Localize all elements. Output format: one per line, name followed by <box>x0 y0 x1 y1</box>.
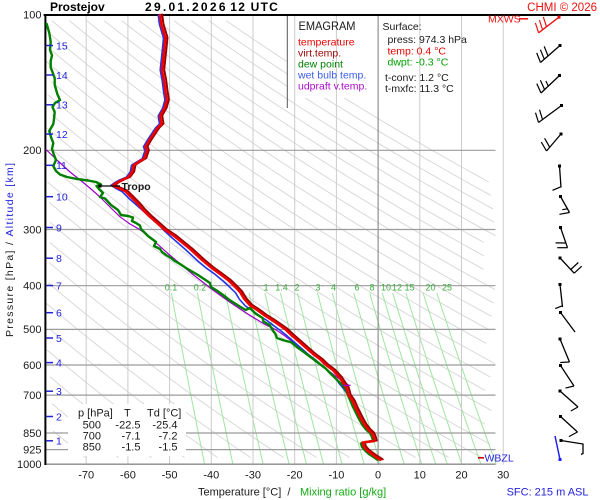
svg-text:t-mxfc: 11.3 °C: t-mxfc: 11.3 °C <box>385 83 454 95</box>
svg-text:7: 7 <box>56 280 62 292</box>
svg-text:virt.temp.: virt.temp. <box>298 48 341 60</box>
svg-text:2: 2 <box>56 411 62 423</box>
svg-text:Prostejov: Prostejov <box>50 0 105 14</box>
svg-text:6: 6 <box>56 308 62 320</box>
svg-text:Temperature [°C] /: Temperature [°C] / <box>198 487 291 499</box>
svg-text:29.01.2026: 29.01.2026 <box>145 0 226 14</box>
svg-text:6: 6 <box>354 283 359 293</box>
svg-text:25: 25 <box>442 283 452 293</box>
svg-text:p [hPa]: p [hPa] <box>78 408 113 420</box>
svg-text:4: 4 <box>56 357 62 369</box>
svg-text:-60: -60 <box>120 470 136 482</box>
svg-text:wet bulb temp.: wet bulb temp. <box>297 70 366 82</box>
svg-text:12 UTC: 12 UTC <box>230 0 278 14</box>
svg-text:-1.5: -1.5 <box>122 442 141 454</box>
svg-text:30: 30 <box>497 470 509 482</box>
svg-text:850: 850 <box>23 428 41 440</box>
svg-text:1: 1 <box>56 436 62 448</box>
svg-text:12: 12 <box>392 283 402 293</box>
svg-text:400: 400 <box>23 281 41 293</box>
svg-text:-1.5: -1.5 <box>159 442 178 454</box>
svg-text:925: 925 <box>23 444 41 456</box>
svg-text:14: 14 <box>56 70 68 82</box>
svg-text:Mixing ratio [g/kg]: Mixing ratio [g/kg] <box>300 487 386 499</box>
svg-text:1.4: 1.4 <box>275 283 288 293</box>
svg-text:5: 5 <box>56 333 62 345</box>
svg-text:3: 3 <box>56 386 62 398</box>
svg-text:udpraft v.temp.: udpraft v.temp. <box>298 81 367 93</box>
svg-text:0: 0 <box>375 470 381 482</box>
svg-text:11: 11 <box>56 160 67 172</box>
svg-text:Surface:: Surface: <box>383 21 422 33</box>
svg-text:500: 500 <box>23 324 41 336</box>
svg-text:1: 1 <box>263 283 268 293</box>
svg-text:300: 300 <box>23 224 41 236</box>
svg-text:dew point: dew point <box>298 59 343 71</box>
svg-text:3: 3 <box>315 283 320 293</box>
svg-text:13: 13 <box>56 100 68 112</box>
svg-text:10: 10 <box>56 192 68 204</box>
svg-text:700: 700 <box>83 431 101 443</box>
svg-text:t-conv: 1.2 °C: t-conv: 1.2 °C <box>385 72 449 84</box>
svg-text:-7.1: -7.1 <box>122 431 141 443</box>
svg-text:temperature: temperature <box>298 37 355 49</box>
svg-text:10: 10 <box>381 283 391 293</box>
svg-text:press: 974.3 hPa: press: 974.3 hPa <box>388 34 468 46</box>
svg-text:WBZL: WBZL <box>485 453 514 465</box>
svg-text:T: T <box>124 408 131 420</box>
svg-text:15: 15 <box>404 283 414 293</box>
svg-text:CHMI © 2026: CHMI © 2026 <box>527 2 597 14</box>
svg-text:-7.2: -7.2 <box>159 431 178 443</box>
svg-text:-20: -20 <box>287 470 303 482</box>
svg-text:20: 20 <box>455 470 467 482</box>
svg-text:20: 20 <box>425 283 435 293</box>
svg-text:12: 12 <box>56 129 68 141</box>
svg-text:0.2: 0.2 <box>194 283 207 293</box>
svg-text:dwpt: -0.3 °C: dwpt: -0.3 °C <box>388 57 449 69</box>
svg-text:850: 850 <box>83 442 101 454</box>
svg-text:15: 15 <box>56 40 68 52</box>
svg-text:-40: -40 <box>203 470 219 482</box>
svg-text:8: 8 <box>369 283 374 293</box>
svg-text:8: 8 <box>56 253 62 265</box>
svg-text:10: 10 <box>414 470 426 482</box>
svg-text:500: 500 <box>83 419 101 431</box>
svg-text:SFC: 215 m ASL: SFC: 215 m ASL <box>507 487 589 499</box>
svg-text:2: 2 <box>294 283 299 293</box>
svg-text:-22.5: -22.5 <box>115 419 140 431</box>
svg-text:EMAGRAM: EMAGRAM <box>299 19 356 33</box>
svg-text:600: 600 <box>23 360 41 372</box>
svg-text:9: 9 <box>56 222 62 234</box>
svg-text:200: 200 <box>23 145 41 157</box>
svg-text:0.1: 0.1 <box>165 283 178 293</box>
svg-text:100: 100 <box>23 10 41 22</box>
svg-text:-50: -50 <box>162 470 178 482</box>
svg-text:Tropo: Tropo <box>122 181 151 193</box>
svg-text:temp: 0.4 °C: temp: 0.4 °C <box>388 46 447 58</box>
svg-text:-10: -10 <box>328 470 344 482</box>
svg-text:Td [°C]: Td [°C] <box>147 408 181 420</box>
svg-text:4: 4 <box>331 283 336 293</box>
svg-text:-30: -30 <box>245 470 261 482</box>
svg-text:-70: -70 <box>78 470 94 482</box>
svg-text:MXWS: MXWS <box>488 14 521 26</box>
svg-text:1000: 1000 <box>17 459 41 471</box>
svg-text:-25.4: -25.4 <box>152 419 177 431</box>
svg-text:Pressure [hPa] / Altitude [km]: Pressure [hPa] / Altitude [km] <box>4 163 16 337</box>
svg-text:700: 700 <box>23 390 41 402</box>
